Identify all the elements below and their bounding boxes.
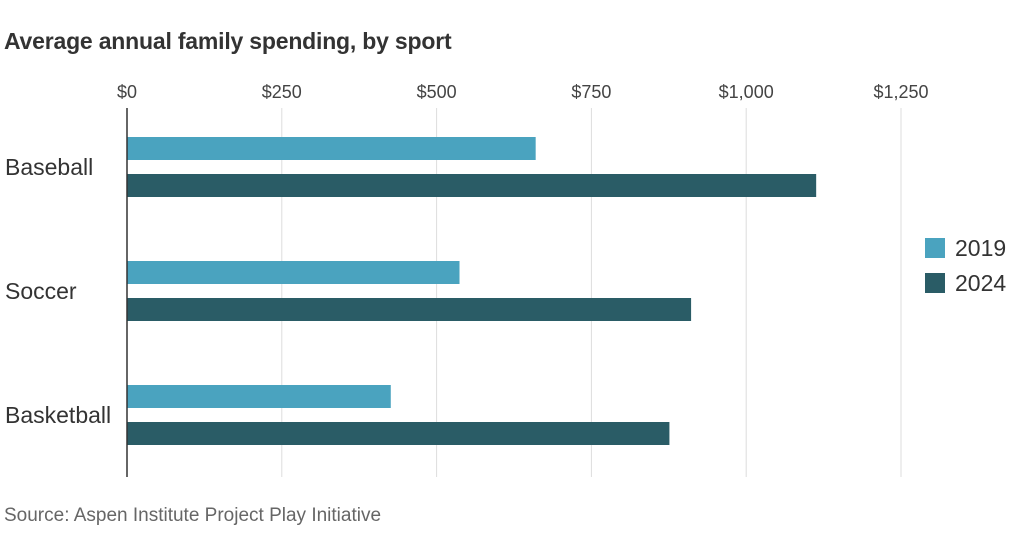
bar-basketball-2019 (127, 385, 391, 408)
bar-basketball-2024 (127, 422, 670, 445)
source-note: Source: Aspen Institute Project Play Ini… (4, 505, 382, 526)
category-label: Basketball (5, 402, 111, 428)
x-tick-label: $750 (571, 82, 611, 102)
x-axis-ticks: $0 $250 $500 $750 $1,000 $1,250 (117, 82, 929, 102)
category-label: Baseball (5, 154, 93, 180)
chart-title: Average annual family spending, by sport (4, 28, 452, 54)
x-tick-label: $1,000 (719, 82, 774, 102)
legend-swatch-2019 (925, 238, 945, 258)
x-tick-label: $500 (417, 82, 457, 102)
category-labels: Baseball Soccer Basketball (5, 154, 111, 428)
legend-label: 2019 (955, 235, 1006, 261)
bar-soccer-2019 (127, 261, 460, 284)
x-tick-label: $1,250 (873, 82, 928, 102)
bars (127, 137, 817, 445)
bar-soccer-2024 (127, 298, 692, 321)
category-label: Soccer (5, 278, 77, 304)
legend-label: 2024 (955, 270, 1006, 296)
bar-baseball-2024 (127, 174, 817, 197)
legend-swatch-2024 (925, 273, 945, 293)
x-tick-label: $0 (117, 82, 137, 102)
legend: 2019 2024 (925, 235, 1006, 296)
x-tick-label: $250 (262, 82, 302, 102)
bar-baseball-2019 (127, 137, 536, 160)
gridlines (281, 108, 902, 477)
